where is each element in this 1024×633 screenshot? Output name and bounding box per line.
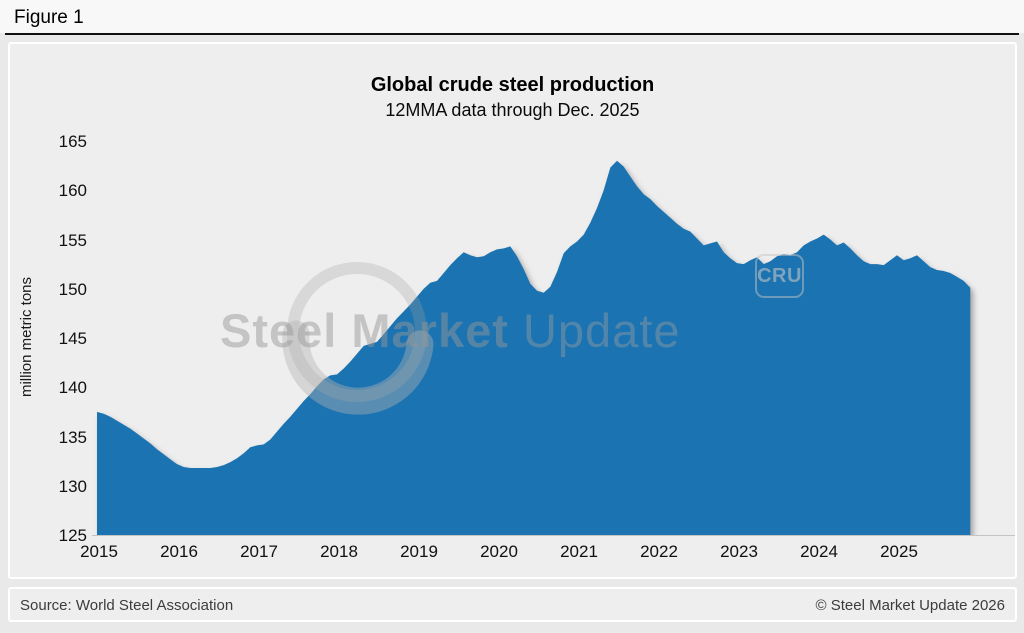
x-tick-label: 2023 [720,542,758,561]
smu-watermark-light: Update [508,304,681,357]
watermark-layer: Steel Market Update CRU [10,44,1015,577]
figure-label: Figure 1 [14,7,84,28]
y-tick-label: 125 [58,526,87,545]
footer-panel: Source: World Steel Association © Steel … [8,587,1017,622]
x-tick-label: 2020 [480,542,518,561]
copyright-notice: © Steel Market Update 2026 [815,597,1006,614]
x-tick-label: 2025 [880,542,918,561]
y-tick-label: 135 [58,427,87,447]
y-tick-label: 150 [58,279,87,299]
y-tick-label: 130 [58,476,87,496]
y-tick-label: 140 [58,378,87,398]
x-tick-label: 2017 [240,542,278,561]
x-tick-label: 2015 [80,542,118,561]
figure-header: Figure 1 [0,0,1024,33]
x-tick-label: 2018 [320,542,358,561]
source-credit: Source: World Steel Association [20,597,234,614]
y-tick-label: 160 [58,181,87,201]
chart-panel: Global crude steel production 12MMA data… [8,42,1017,579]
smu-watermark-text: Steel Market Update [220,303,681,358]
x-tick-label: 2022 [640,542,678,561]
x-tick-label: 2021 [560,542,598,561]
x-tick-label: 2024 [800,542,838,561]
y-tick-label: 155 [58,230,87,250]
chart-subtitle: 12MMA data through Dec. 2025 [385,100,640,120]
header-rule [5,33,1019,35]
y-tick-label: 145 [58,329,87,348]
x-tick-label: 2019 [400,542,438,561]
x-tick-label: 2016 [160,542,198,561]
cru-logo-watermark: CRU [755,254,804,298]
steel-production-area-series [97,160,971,535]
x-axis-line [92,535,1015,536]
y-tick-label: 165 [58,132,87,151]
chart-title: Global crude steel production [370,74,655,96]
smu-watermark-bold: Steel Market [220,304,509,357]
smu-circle-logo-watermark [282,262,434,415]
